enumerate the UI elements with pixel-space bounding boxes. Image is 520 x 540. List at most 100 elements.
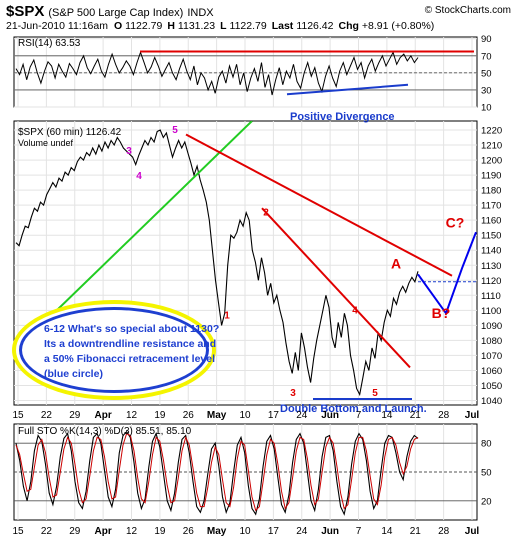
price-tick-label: 1210	[481, 141, 502, 152]
price-tick-label: 1200	[481, 156, 502, 167]
stochastic-tick-label: 80	[481, 439, 492, 450]
wave-label: 4	[352, 305, 358, 316]
x-tick-label: 21	[410, 410, 422, 421]
note-callout: 6-12 What's so special about 1130? Its a…	[12, 300, 219, 400]
rsi-tick-label: 70	[481, 51, 492, 62]
rsi-legend: RSI(14) 63.53	[18, 38, 81, 49]
x-tick-label: May	[207, 410, 227, 421]
x-tick-label: 24	[296, 410, 308, 421]
x-tick-label: 17	[268, 526, 280, 537]
x-tick-label: 29	[69, 410, 81, 421]
x-tick-label: 15	[12, 410, 24, 421]
x-tick-label: Apr	[95, 526, 112, 537]
x-tick-label: 14	[381, 526, 393, 537]
x-tick-label: 10	[239, 410, 251, 421]
downtrend-line-minor	[261, 207, 411, 369]
price-tick-label: 1100	[481, 306, 501, 317]
x-tick-label: 26	[183, 526, 195, 537]
rsi-tick-label: 30	[481, 85, 492, 96]
symbol-title: $SPX (S&P 500 Large Cap Index) INDX	[6, 3, 214, 20]
price-tick-label: 1040	[481, 396, 502, 407]
rsi-tick-label: 90	[481, 34, 492, 45]
x-tick-label: Jun	[321, 410, 339, 421]
stochastic-tick-label: 20	[481, 496, 492, 507]
price-tick-label: 1060	[481, 366, 502, 377]
x-tick-label: 10	[239, 526, 251, 537]
price-legend: $SPX (60 min) 1126.42	[18, 127, 122, 138]
rsi-tick-label: 10	[481, 103, 492, 114]
x-tick-label: 12	[126, 410, 138, 421]
target-label: C?	[446, 215, 465, 231]
price-tick-label: 1120	[481, 276, 501, 287]
series-layer	[15, 50, 419, 516]
note-line-2: Its a downtrendline resistance and	[44, 338, 216, 350]
wave-label: 4	[136, 171, 142, 182]
x-axis-middle: 15 22 29 Apr 12 19 26 May 10 17 24 Jun 7 14 21 28 Jul	[12, 410, 479, 421]
x-tick-label: 7	[356, 410, 362, 421]
x-tick-label: Jul	[465, 410, 480, 421]
wave-label: 3	[290, 388, 296, 399]
price-tick-label: 1080	[481, 336, 502, 347]
price-tick-label: 1130	[481, 261, 501, 272]
price-tick-label: 1110	[481, 291, 501, 302]
x-tick-label: 7	[356, 526, 362, 537]
x-tick-label: 22	[41, 410, 53, 421]
axis-ticks: 10 30 50 70 90 1040 1050 1060 1070 1080 1090 1100 11…	[481, 34, 502, 507]
stochastic-legend: Full STO %K(14,3) %D(3) 85.51, 85.10	[18, 426, 192, 437]
x-tick-label: Jun	[321, 526, 339, 537]
downtrend-line-major	[185, 133, 453, 277]
x-tick-label: 22	[41, 526, 53, 537]
wave-label: 2	[263, 208, 269, 219]
x-tick-label: May	[207, 526, 227, 537]
wave-label: 5	[172, 125, 178, 136]
x-tick-label: 15	[12, 526, 24, 537]
rsi-tick-label: 50	[481, 68, 492, 79]
x-axis-bottom: 15 22 29 Apr 12 19 26 May 10 17 24 Jun 7 14 21 28 Jul	[12, 526, 479, 537]
price-tick-label: 1050	[481, 381, 502, 392]
price-series-line	[15, 129, 419, 397]
price-tick-label: 1150	[481, 231, 501, 242]
x-tick-label: Apr	[95, 410, 112, 421]
price-tick-label: 1070	[481, 351, 502, 362]
double-bottom-label: Double Bottom and Launch.	[280, 403, 427, 415]
x-tick-label: 26	[183, 410, 195, 421]
positive-divergence-label: Positive Divergence	[290, 111, 395, 123]
stochastic-pct-k-line	[15, 430, 419, 516]
stochastic-pct-d-line	[15, 432, 419, 512]
x-tick-label: 19	[154, 410, 166, 421]
x-tick-label: 21	[410, 526, 422, 537]
note-line-4: (blue circle)	[44, 368, 103, 380]
wave-label: 5	[372, 388, 378, 399]
price-tick-label: 1220	[481, 126, 502, 137]
price-tick-label: 1170	[481, 201, 501, 212]
x-tick-label: 14	[381, 410, 393, 421]
price-tick-label: 1160	[481, 216, 501, 227]
rsi-series-line	[15, 50, 419, 96]
target-label: B?	[432, 305, 451, 321]
x-tick-label: 28	[438, 410, 450, 421]
price-tick-label: 1140	[481, 246, 501, 257]
note-line-3: a 50% Fibonacci retracement level	[44, 353, 215, 365]
x-tick-label: 12	[126, 526, 138, 537]
x-tick-label: 28	[438, 526, 450, 537]
x-tick-label: 17	[268, 410, 280, 421]
price-tick-label: 1090	[481, 321, 502, 332]
volume-legend: Volume undef	[18, 138, 74, 148]
price-tick-label: 1180	[481, 186, 501, 197]
x-tick-label: Jul	[465, 526, 480, 537]
note-line-1: 6-12 What's so special about 1130?	[44, 323, 219, 335]
target-label: A	[391, 255, 401, 271]
x-tick-label: 29	[69, 526, 81, 537]
x-tick-label: 19	[154, 526, 166, 537]
note-body	[22, 310, 206, 390]
source-credit: © StockCharts.com	[425, 5, 511, 16]
x-tick-label: 24	[296, 526, 308, 537]
wave-label: 1	[224, 310, 230, 321]
projection-path	[417, 231, 477, 316]
quote-line: 21-Jun-2010 11:16am O 1122.79 H 1131.23 L 1122…	[6, 20, 434, 32]
wave-label: 3	[126, 146, 132, 157]
stochastic-tick-label: 50	[481, 468, 492, 479]
rsi-divergence-line	[286, 83, 409, 96]
price-tick-label: 1190	[481, 171, 501, 182]
